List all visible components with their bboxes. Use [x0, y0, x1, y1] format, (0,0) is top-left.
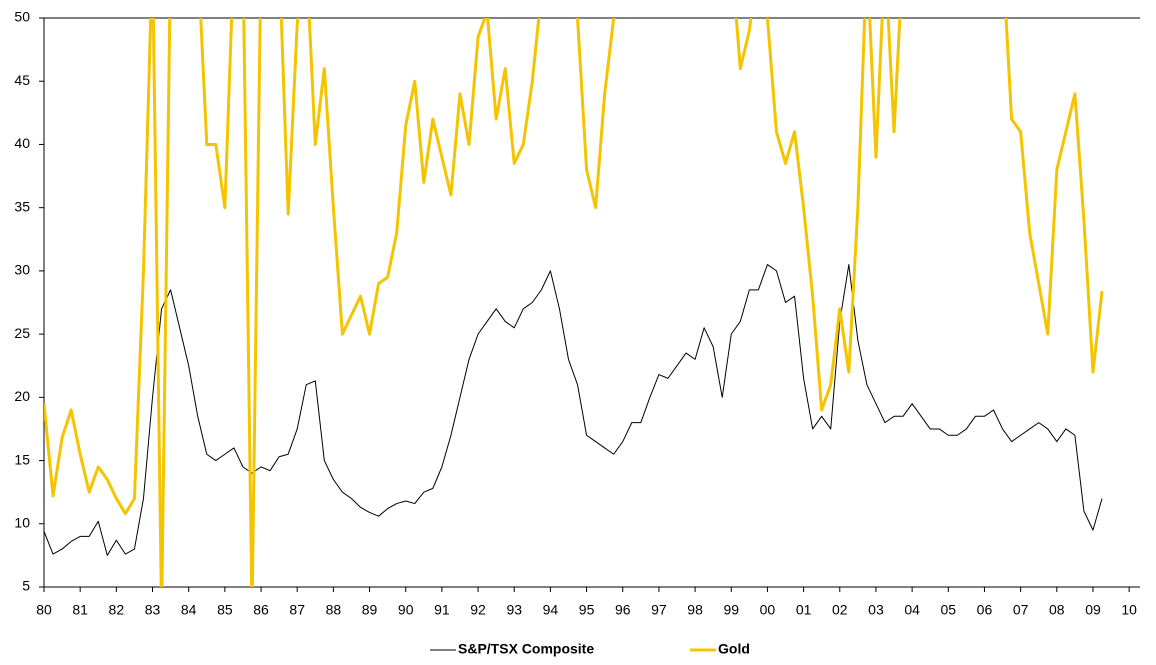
x-tick-label: 02: [832, 602, 848, 618]
x-tick-label: 83: [145, 602, 161, 618]
x-tick-label: 85: [217, 602, 233, 618]
x-tick-label: 00: [760, 602, 776, 618]
y-tick-label: 10: [14, 514, 30, 530]
x-tick-label: 94: [543, 602, 559, 618]
legend-label: Gold: [718, 641, 750, 657]
x-tick-label: 99: [723, 602, 739, 618]
y-tick-label: 15: [14, 451, 30, 467]
x-tick-label: 82: [109, 602, 125, 618]
x-tick-label: 05: [941, 602, 957, 618]
x-tick-label: 08: [1049, 602, 1065, 618]
x-tick-label: 10: [1121, 602, 1137, 618]
legend-label: S&P/TSX Composite: [458, 641, 594, 657]
x-tick-label: 87: [289, 602, 305, 618]
x-tick-label: 07: [1013, 602, 1029, 618]
x-tick-label: 03: [868, 602, 884, 618]
x-tick-label: 86: [253, 602, 269, 618]
x-tick-label: 98: [687, 602, 703, 618]
x-tick-label: 81: [72, 602, 88, 618]
x-tick-label: 01: [796, 602, 812, 618]
x-tick-label: 90: [398, 602, 414, 618]
y-tick-label: 45: [14, 72, 30, 88]
x-tick-label: 80: [36, 602, 52, 618]
x-tick-label: 93: [506, 602, 522, 618]
x-tick-label: 89: [362, 602, 378, 618]
x-tick-label: 88: [326, 602, 342, 618]
y-tick-label: 50: [14, 9, 30, 25]
series-line: [44, 264, 1103, 556]
x-tick-label: 96: [615, 602, 631, 618]
x-tick-label: 09: [1085, 602, 1101, 618]
x-tick-label: 91: [434, 602, 450, 618]
x-tick-label: 97: [651, 602, 667, 618]
x-tick-label: 92: [470, 602, 486, 618]
y-tick-label: 20: [14, 388, 30, 404]
y-tick-label: 5: [22, 578, 30, 594]
x-tick-label: 95: [579, 602, 595, 618]
y-tick-label: 40: [14, 135, 30, 151]
plot-area: [44, 18, 1104, 587]
series-line: [44, 18, 1104, 587]
y-tick-label: 25: [14, 325, 30, 341]
x-tick-label: 06: [977, 602, 993, 618]
y-tick-label: 30: [14, 262, 30, 278]
x-tick-label: 84: [181, 602, 197, 618]
y-tick-label: 35: [14, 198, 30, 214]
x-tick-label: 04: [904, 602, 920, 618]
